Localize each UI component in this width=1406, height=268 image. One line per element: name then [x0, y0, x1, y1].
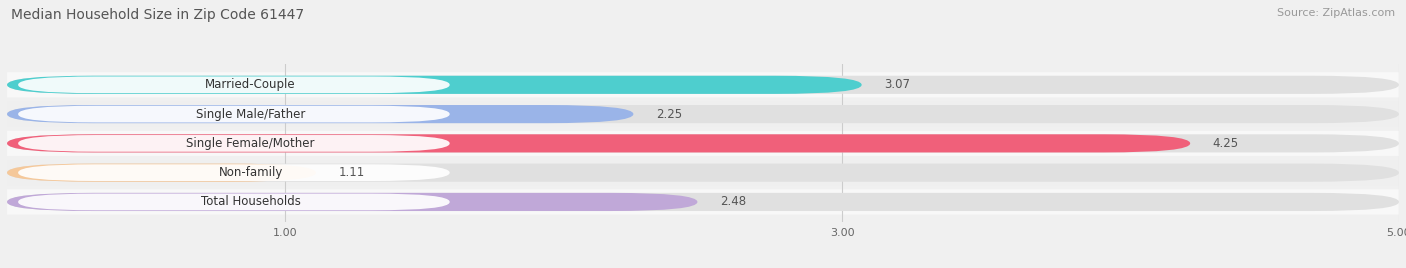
Text: 2.25: 2.25	[655, 107, 682, 121]
Text: Median Household Size in Zip Code 61447: Median Household Size in Zip Code 61447	[11, 8, 304, 22]
Text: 1.11: 1.11	[339, 166, 364, 179]
FancyBboxPatch shape	[18, 76, 450, 93]
FancyBboxPatch shape	[7, 134, 1191, 152]
FancyBboxPatch shape	[7, 163, 316, 182]
Text: Married-Couple: Married-Couple	[205, 78, 295, 91]
FancyBboxPatch shape	[7, 105, 633, 123]
FancyBboxPatch shape	[7, 134, 1399, 152]
FancyBboxPatch shape	[7, 131, 1399, 156]
Text: Single Male/Father: Single Male/Father	[195, 107, 305, 121]
FancyBboxPatch shape	[7, 163, 1399, 182]
FancyBboxPatch shape	[7, 105, 1399, 123]
FancyBboxPatch shape	[7, 76, 1399, 94]
FancyBboxPatch shape	[7, 160, 1399, 185]
Text: Source: ZipAtlas.com: Source: ZipAtlas.com	[1277, 8, 1395, 18]
FancyBboxPatch shape	[18, 193, 450, 210]
FancyBboxPatch shape	[7, 76, 862, 94]
Text: Single Female/Mother: Single Female/Mother	[187, 137, 315, 150]
FancyBboxPatch shape	[7, 102, 1399, 127]
FancyBboxPatch shape	[18, 164, 450, 181]
FancyBboxPatch shape	[7, 193, 1399, 211]
FancyBboxPatch shape	[7, 189, 1399, 214]
Text: 2.48: 2.48	[720, 195, 745, 209]
FancyBboxPatch shape	[18, 106, 450, 122]
FancyBboxPatch shape	[7, 72, 1399, 97]
FancyBboxPatch shape	[18, 135, 450, 152]
Text: Non-family: Non-family	[218, 166, 283, 179]
Text: Total Households: Total Households	[201, 195, 301, 209]
Text: 3.07: 3.07	[884, 78, 910, 91]
FancyBboxPatch shape	[7, 193, 697, 211]
Text: 4.25: 4.25	[1212, 137, 1239, 150]
